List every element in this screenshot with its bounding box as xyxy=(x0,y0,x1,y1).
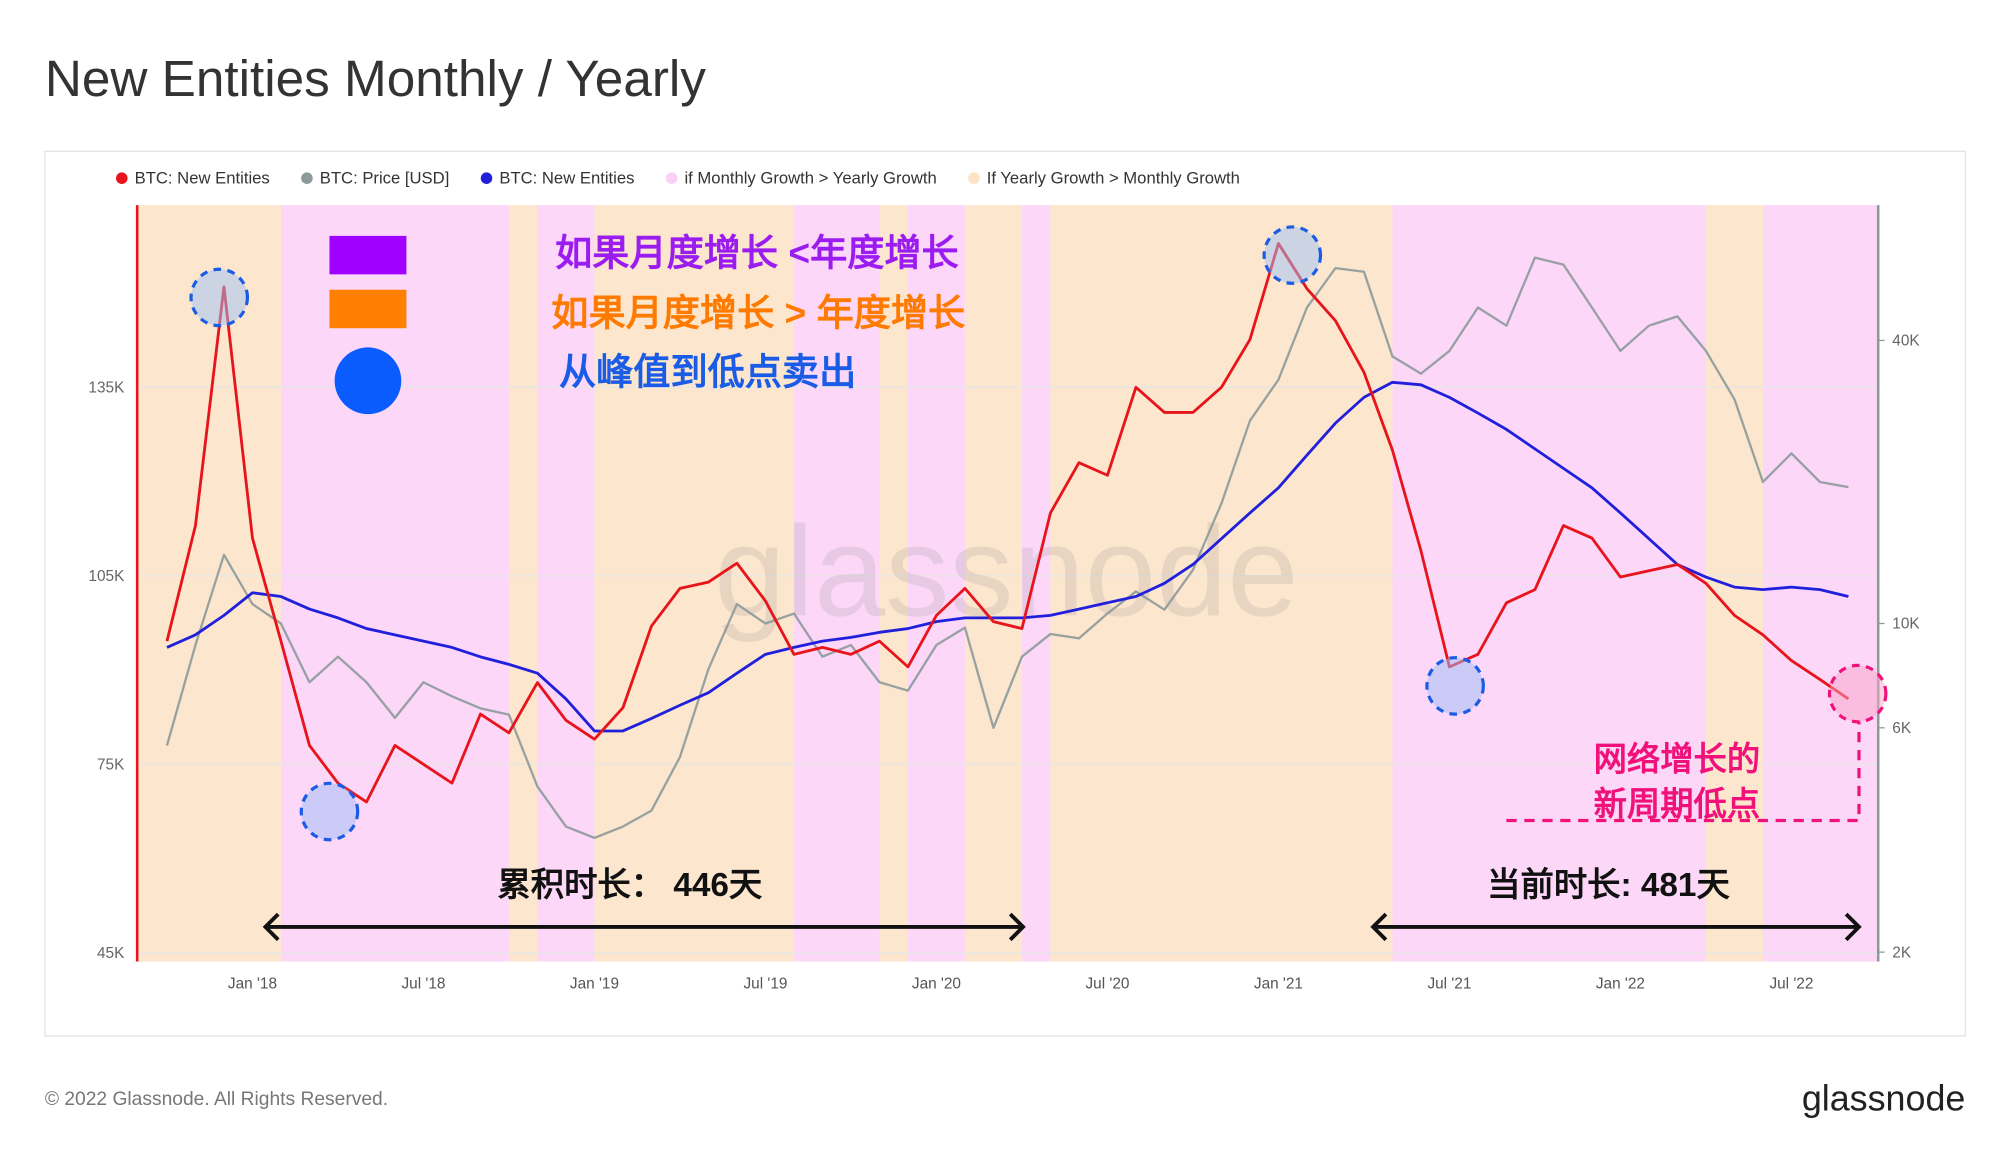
legend-label: if Monthly Growth > Yearly Growth xyxy=(684,168,936,187)
x-tick-label: Jan '18 xyxy=(228,975,277,992)
legend-dot xyxy=(301,172,313,184)
annotation: 累积时长： 446天 xyxy=(497,867,763,904)
band xyxy=(537,205,595,962)
grid xyxy=(138,386,1877,954)
y-tick-label: 135K xyxy=(88,379,125,396)
logo: glassnode xyxy=(1802,1078,1966,1118)
band xyxy=(793,205,880,962)
band xyxy=(1762,205,1877,962)
highlight-circle xyxy=(1425,656,1485,716)
y2-tick-label: 6K xyxy=(1892,720,1912,737)
band xyxy=(594,205,794,962)
legend-dot xyxy=(116,172,128,184)
legend-dot xyxy=(968,172,980,184)
legend-label: BTC: New Entities xyxy=(499,168,634,187)
annotation: 新周期低点 xyxy=(1594,786,1761,823)
y2-tick-label: 40K xyxy=(1892,333,1920,350)
y-tick-label: 105K xyxy=(88,568,125,585)
copyright: © 2022 Glassnode. All Rights Reserved. xyxy=(45,1089,388,1110)
highlight-circle xyxy=(299,781,360,842)
series-line xyxy=(165,256,1849,840)
band xyxy=(879,205,908,962)
key-dot xyxy=(334,347,402,415)
annotation: 如果月度增长 > 年度增长 xyxy=(551,292,966,334)
band xyxy=(508,205,538,962)
key-swatch xyxy=(329,289,407,329)
series-line xyxy=(166,380,1849,733)
band xyxy=(1050,205,1393,962)
legend-label: BTC: Price [USD] xyxy=(320,168,450,187)
annotation: 如果月度增长 <年度增长 xyxy=(555,231,959,273)
legend: BTC: New Entities BTC: Price [USD] BTC: Ne… xyxy=(116,168,1240,187)
x-tick-label: Jul '21 xyxy=(1427,975,1471,992)
x-tick-label: Jul '20 xyxy=(1085,975,1129,992)
legend-label: If Yearly Growth > Monthly Growth xyxy=(987,168,1240,187)
annotation: 网络增长的 xyxy=(1594,741,1761,779)
band xyxy=(1021,205,1051,962)
y2-tick-label: 10K xyxy=(1892,616,1920,633)
callout-line xyxy=(1506,721,1861,823)
axes: 45K 75K 105K 135K 2K 6K 10K 40K Jan '18 Jul '18 Ja… xyxy=(88,333,1920,993)
highlight-circle xyxy=(1262,225,1323,285)
band xyxy=(138,205,281,962)
legend-label: BTC: New Entities xyxy=(135,168,270,187)
chart-title: New Entities Monthly / Yearly xyxy=(45,50,706,107)
watermark: glassnode xyxy=(714,500,1298,643)
x-tick-label: Jan '19 xyxy=(570,975,619,992)
legend-dot xyxy=(480,172,493,184)
annotation: 从峰值到低点卖出 xyxy=(559,351,856,393)
highlight-circle xyxy=(189,267,250,328)
duration-arrow xyxy=(1370,912,1862,942)
highlight-circle xyxy=(1827,663,1888,724)
band xyxy=(1392,205,1706,962)
x-tick-label: Jan '22 xyxy=(1596,975,1645,992)
lines xyxy=(165,242,1850,840)
annotation: 当前时长: 481天 xyxy=(1487,866,1730,904)
band xyxy=(964,205,1022,962)
annotations: 如果月度增长 <年度增长 如果月度增长 > 年度增长 从峰值到低点卖出 网络增长… xyxy=(189,225,1888,942)
x-tick-label: Jul '18 xyxy=(401,975,445,992)
band xyxy=(907,205,965,962)
legend-dot xyxy=(665,172,678,184)
key-swatch xyxy=(329,235,407,275)
x-tick-label: Jul '19 xyxy=(743,975,787,992)
band xyxy=(1705,205,1763,962)
series-line xyxy=(165,242,1850,804)
x-tick-label: Jan '21 xyxy=(1254,975,1303,992)
x-tick-label: Jul '22 xyxy=(1769,975,1813,992)
duration-arrow xyxy=(262,912,1026,942)
y-tick-label: 45K xyxy=(97,945,125,962)
y2-tick-label: 2K xyxy=(1892,944,1912,961)
y-tick-label: 75K xyxy=(97,756,125,773)
x-tick-label: Jan '20 xyxy=(912,975,961,992)
